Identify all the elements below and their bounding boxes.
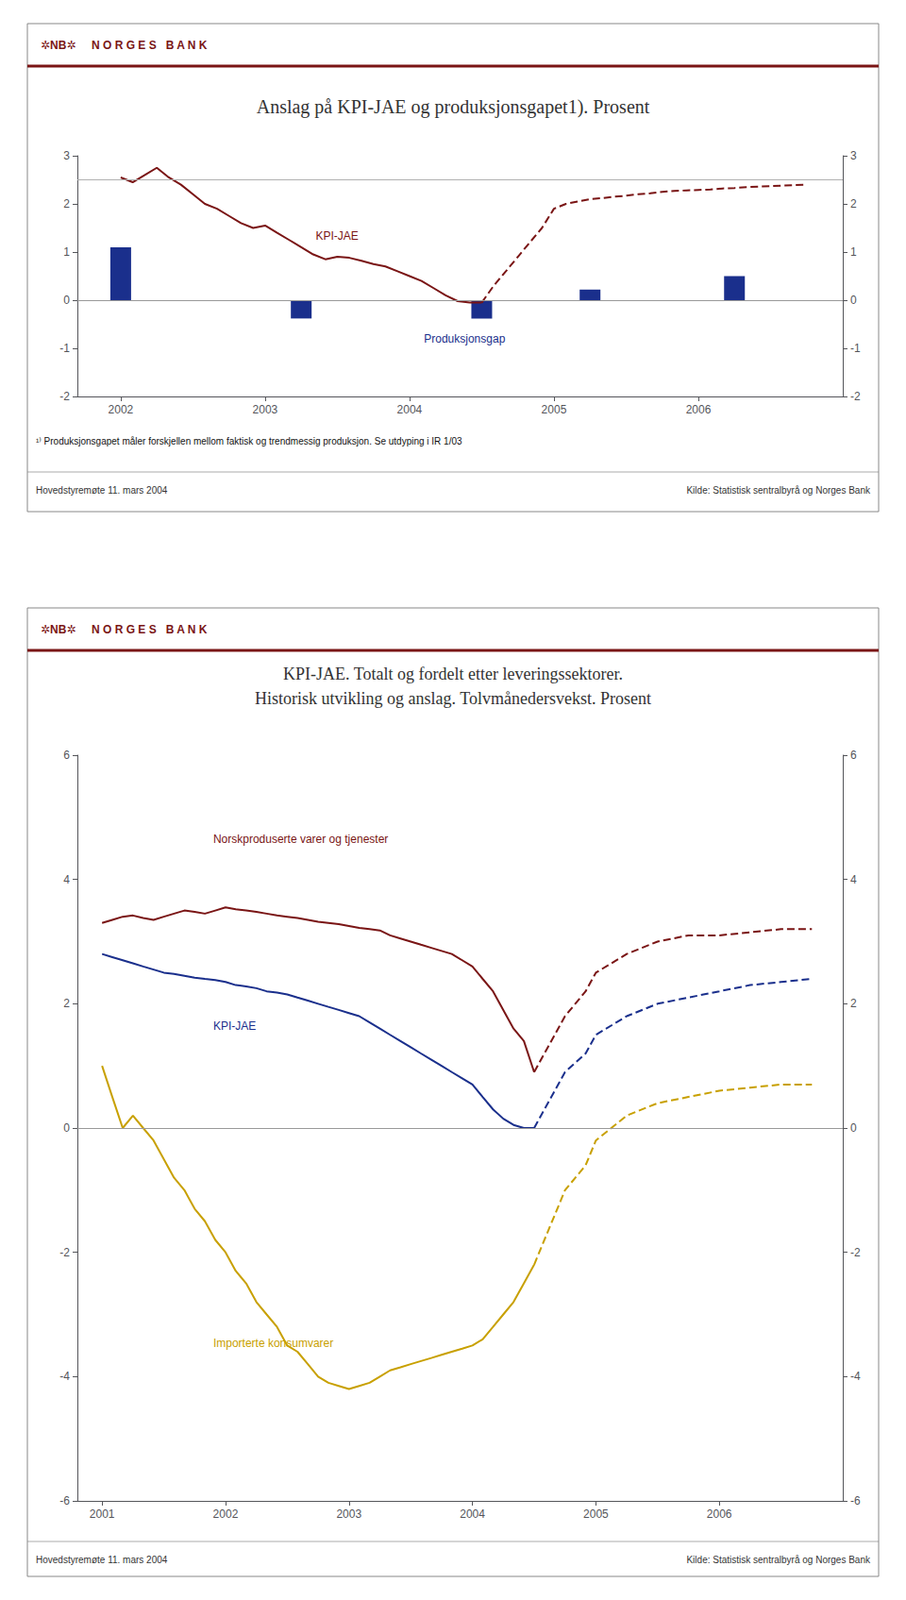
svg-text:2006: 2006	[686, 402, 712, 417]
svg-text:2005: 2005	[541, 402, 568, 417]
svg-text:0: 0	[850, 293, 857, 307]
svg-text:2003: 2003	[252, 402, 279, 417]
svg-text:Hovedstyremøte 11. mars 2004: Hovedstyremøte 11. mars 2004	[35, 1554, 168, 1565]
svg-text:-6: -6	[850, 1493, 861, 1508]
svg-text:0: 0	[63, 1121, 70, 1135]
svg-text:KPI-JAE: KPI-JAE	[213, 1019, 256, 1033]
svg-text:4: 4	[63, 872, 70, 887]
svg-text:2: 2	[850, 197, 857, 211]
svg-text:4: 4	[850, 872, 857, 887]
svg-text:-2: -2	[850, 389, 861, 403]
svg-text:1: 1	[63, 245, 70, 259]
svg-text:-6: -6	[59, 1493, 70, 1508]
svg-text:2: 2	[850, 996, 857, 1010]
svg-text:2004: 2004	[459, 1507, 486, 1521]
svg-text:6: 6	[850, 748, 857, 762]
svg-text:Norskproduserte varer og tjene: Norskproduserte varer og tjenester	[213, 832, 388, 846]
svg-text:0: 0	[63, 293, 70, 307]
svg-text:3: 3	[850, 149, 857, 163]
svg-text:✲NB✲: ✲NB✲	[40, 38, 76, 52]
svg-text:0: 0	[850, 1121, 857, 1135]
svg-text:-4: -4	[59, 1369, 70, 1383]
svg-text:-4: -4	[850, 1369, 861, 1383]
svg-text:2: 2	[63, 996, 70, 1010]
svg-text:N O R G E S B A N K: N O R G E S B A N K	[91, 38, 208, 52]
svg-text:✲NB✲: ✲NB✲	[40, 622, 76, 637]
svg-text:6: 6	[63, 748, 70, 762]
svg-text:-1: -1	[59, 341, 70, 355]
svg-text:1: 1	[850, 245, 857, 259]
svg-text:2005: 2005	[583, 1507, 609, 1521]
svg-text:N O R G E S B A N K: N O R G E S B A N K	[91, 622, 208, 637]
svg-text:Historisk utvikling og anslag.: Historisk utvikling og anslag. Tolvmåned…	[254, 688, 652, 708]
svg-text:2002: 2002	[213, 1507, 239, 1521]
svg-text:Kilde: Statistisk sentralbyrå: Kilde: Statistisk sentralbyrå og Norges …	[686, 1554, 872, 1565]
svg-text:2001: 2001	[89, 1507, 116, 1521]
svg-text:-2: -2	[59, 1245, 70, 1259]
svg-text:2002: 2002	[108, 402, 135, 417]
svg-text:Produksjonsgap: Produksjonsgap	[423, 332, 505, 346]
svg-text:Kilde: Statistisk sentralbyrå: Kilde: Statistisk sentralbyrå og Norges …	[686, 485, 872, 496]
svg-text:-2: -2	[850, 1245, 861, 1259]
svg-text:KPI-JAE. Totalt og fordelt ett: KPI-JAE. Totalt og fordelt etter leverin…	[283, 664, 623, 684]
svg-text:2006: 2006	[706, 1507, 733, 1521]
svg-text:2003: 2003	[335, 1507, 362, 1521]
svg-text:Importerte konsumvarer: Importerte konsumvarer	[213, 1336, 334, 1350]
svg-text:Anslag på KPI-JAE og produksjo: Anslag på KPI-JAE og produksjonsgapet1).…	[256, 96, 651, 118]
svg-text:Hovedstyremøte 11. mars 2004: Hovedstyremøte 11. mars 2004	[35, 485, 168, 496]
svg-text:3: 3	[63, 149, 70, 163]
svg-text:2: 2	[63, 197, 70, 211]
svg-text:2004: 2004	[397, 402, 423, 417]
svg-text:-2: -2	[59, 389, 70, 403]
svg-text:KPI-JAE: KPI-JAE	[315, 229, 358, 243]
svg-text:¹⁾ Produksjonsgapet måler fors: ¹⁾ Produksjonsgapet måler forskjellen me…	[35, 436, 463, 447]
svg-text:-1: -1	[850, 341, 861, 355]
